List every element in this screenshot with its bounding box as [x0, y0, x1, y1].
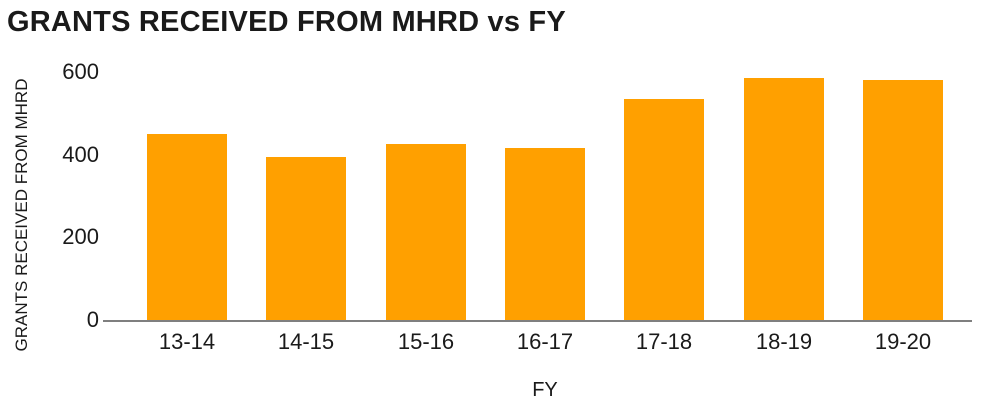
- x-tick-label-16-17: 16-17: [516, 329, 574, 354]
- x-axis-title: FY: [532, 379, 558, 401]
- bar-13-14: [147, 134, 227, 320]
- x-tick-label-17-18: 17-18: [635, 329, 693, 354]
- bar-16-17: [505, 148, 585, 320]
- y-tick-label-600: 600: [62, 59, 99, 84]
- plot-area: [103, 72, 972, 322]
- bar-18-19: [744, 78, 824, 320]
- y-tick-label-0: 0: [86, 307, 99, 332]
- bar-17-18: [624, 99, 704, 320]
- bar-19-20: [863, 80, 943, 320]
- x-tick-label-18-19: 18-19: [755, 329, 813, 354]
- bar-14-15: [266, 157, 346, 320]
- x-tick-label-15-16: 15-16: [397, 329, 455, 354]
- y-tick-label-200: 200: [62, 224, 99, 250]
- y-tick-label-400: 400: [62, 141, 99, 167]
- chart-title: GRANTS RECEIVED FROM MHRD vs FY: [7, 6, 566, 38]
- x-tick-label-13-14: 13-14: [158, 329, 216, 354]
- x-tick-label-19-20: 19-20: [874, 329, 932, 354]
- bar-15-16: [386, 144, 466, 320]
- x-tick-label-14-15: 14-15: [277, 329, 335, 354]
